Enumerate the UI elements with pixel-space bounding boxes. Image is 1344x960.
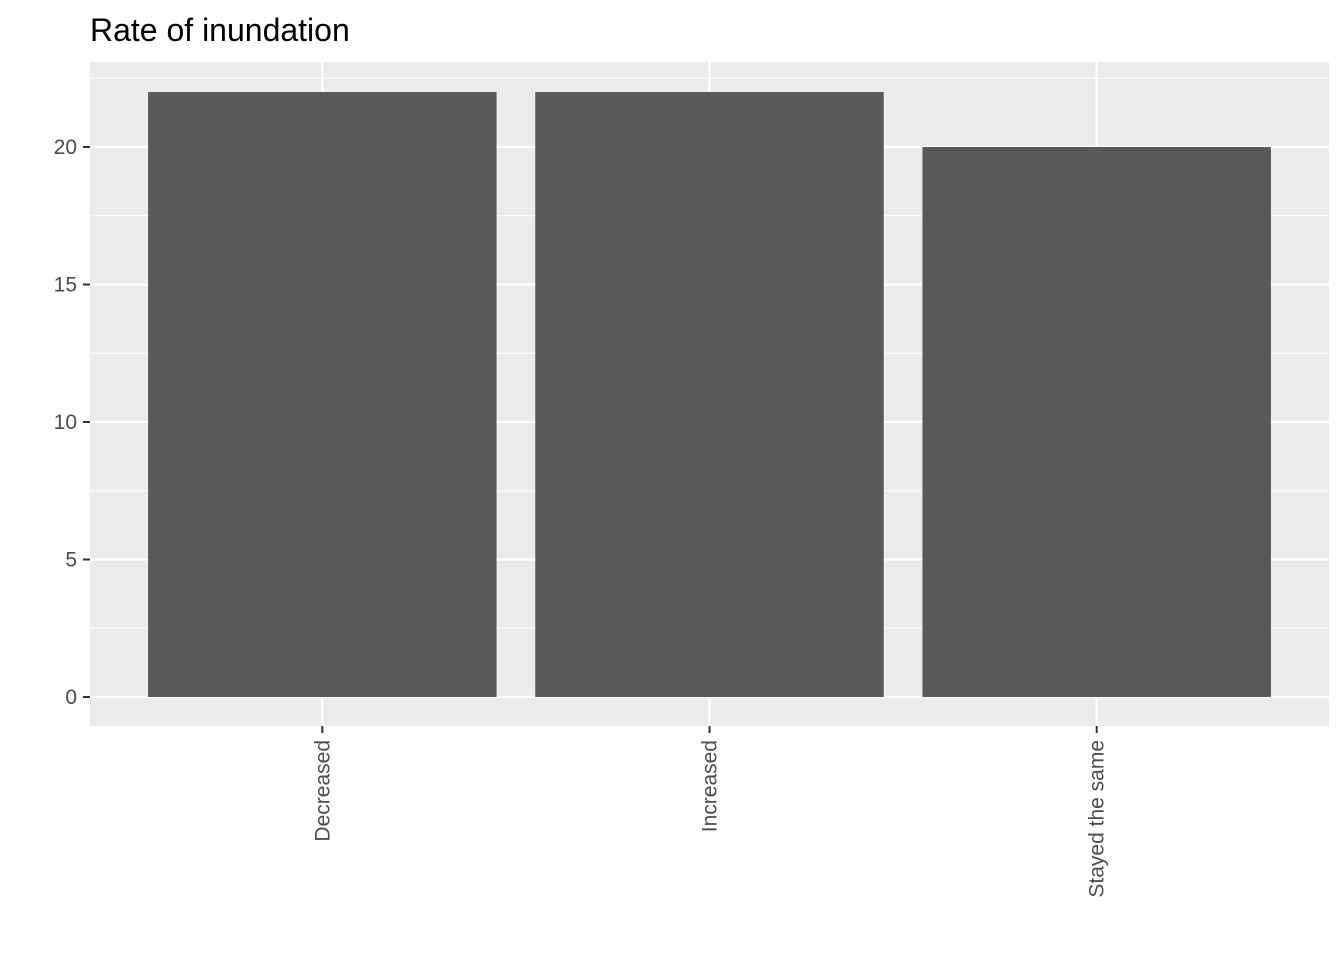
- bar-increased: [535, 92, 884, 697]
- y-tick-label: 10: [54, 411, 77, 434]
- x-tick-label: Increased: [699, 740, 722, 832]
- y-tick-label: 15: [54, 274, 77, 297]
- chart-title: Rate of inundation: [90, 12, 350, 48]
- bar-decreased: [148, 92, 497, 697]
- bars: [148, 92, 1271, 697]
- x-axis: Decreased Increased Stayed the same: [311, 726, 1109, 898]
- x-tick-label: Decreased: [311, 740, 334, 842]
- y-tick-label: 0: [65, 686, 77, 709]
- x-tick-label: Stayed the same: [1086, 740, 1109, 898]
- y-tick-label: 20: [54, 136, 77, 159]
- y-axis: 0 5 10 15 20: [54, 136, 90, 709]
- bar-stayed-the-same: [922, 147, 1271, 697]
- y-tick-label: 5: [65, 549, 77, 572]
